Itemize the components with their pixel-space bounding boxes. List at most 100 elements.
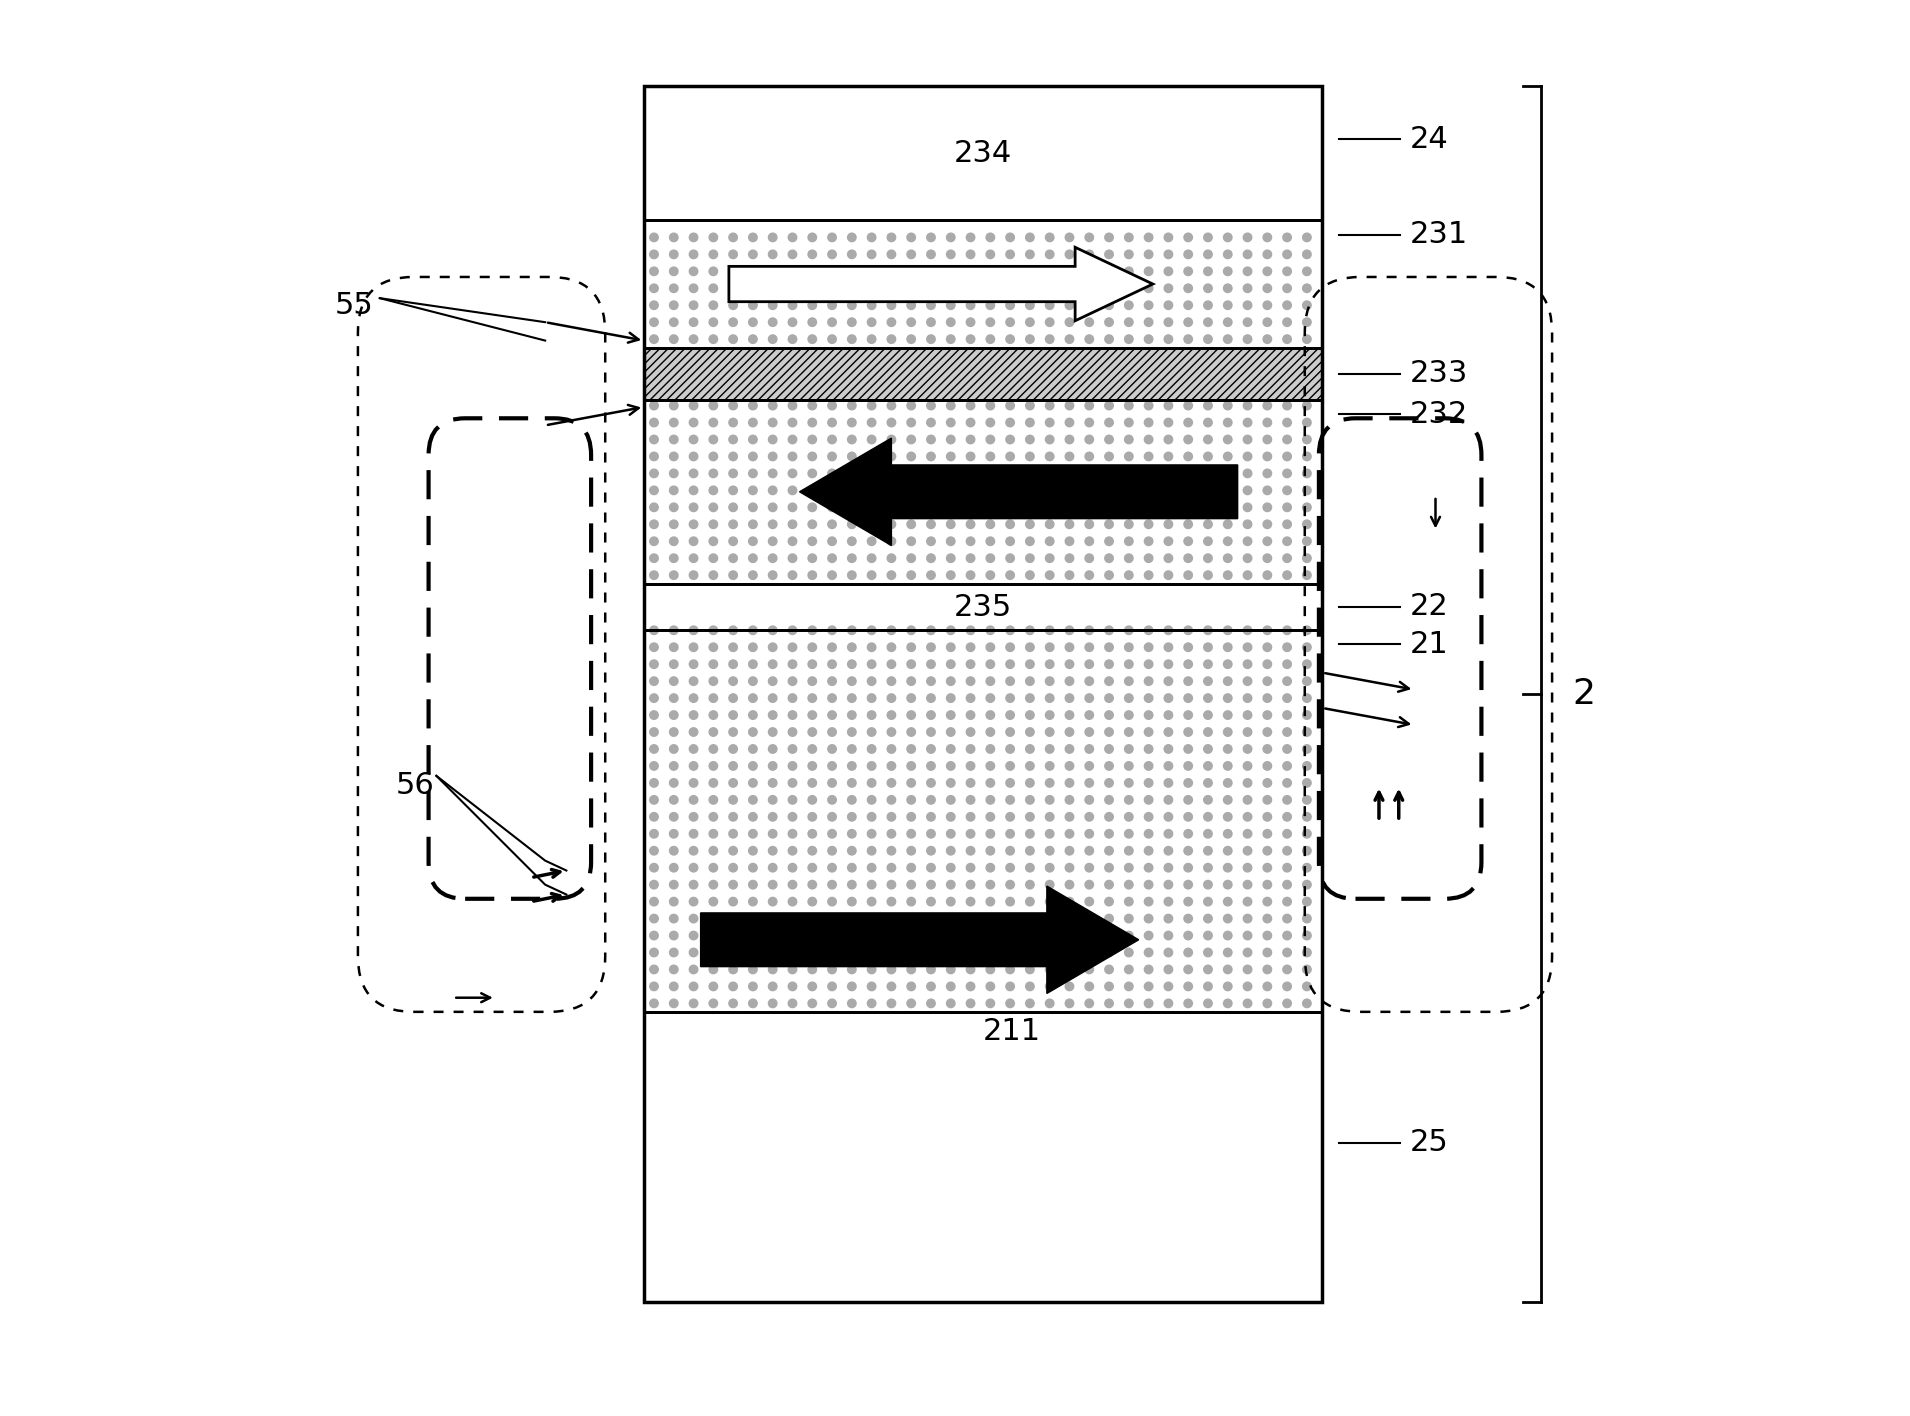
- Circle shape: [1125, 319, 1133, 327]
- Circle shape: [848, 677, 856, 685]
- Circle shape: [690, 796, 697, 804]
- Circle shape: [947, 660, 955, 668]
- Circle shape: [1224, 864, 1232, 872]
- Text: 55: 55: [334, 290, 374, 320]
- Circle shape: [1125, 796, 1133, 804]
- Circle shape: [827, 762, 837, 770]
- Circle shape: [690, 966, 697, 974]
- Circle shape: [1125, 520, 1133, 528]
- Circle shape: [827, 537, 837, 545]
- Circle shape: [690, 268, 697, 276]
- Circle shape: [886, 898, 896, 906]
- Circle shape: [926, 626, 936, 634]
- Circle shape: [730, 336, 737, 344]
- Circle shape: [1144, 711, 1154, 719]
- Circle shape: [649, 745, 659, 753]
- Circle shape: [1026, 864, 1033, 872]
- Circle shape: [1243, 983, 1251, 991]
- Circle shape: [749, 660, 756, 668]
- Circle shape: [926, 234, 936, 242]
- Circle shape: [1184, 660, 1192, 668]
- Circle shape: [808, 711, 816, 719]
- Circle shape: [986, 251, 995, 259]
- Circle shape: [1066, 626, 1073, 634]
- Circle shape: [768, 268, 777, 276]
- Circle shape: [690, 537, 697, 545]
- Circle shape: [709, 418, 718, 426]
- Circle shape: [749, 285, 756, 293]
- Circle shape: [808, 864, 816, 872]
- Circle shape: [749, 728, 756, 736]
- Circle shape: [926, 302, 936, 310]
- Circle shape: [886, 677, 896, 685]
- Circle shape: [768, 966, 777, 974]
- Circle shape: [1203, 234, 1213, 242]
- Circle shape: [867, 285, 877, 293]
- Circle shape: [1203, 660, 1213, 668]
- Circle shape: [1125, 234, 1133, 242]
- Circle shape: [827, 830, 837, 838]
- Circle shape: [1104, 796, 1114, 804]
- Circle shape: [947, 401, 955, 409]
- Circle shape: [886, 319, 896, 327]
- Circle shape: [926, 694, 936, 702]
- Circle shape: [1184, 745, 1192, 753]
- Circle shape: [966, 554, 974, 562]
- Circle shape: [1224, 554, 1232, 562]
- Circle shape: [690, 677, 697, 685]
- Circle shape: [1165, 537, 1173, 545]
- Circle shape: [947, 864, 955, 872]
- Circle shape: [1125, 268, 1133, 276]
- Circle shape: [670, 486, 678, 494]
- Circle shape: [789, 452, 796, 460]
- Circle shape: [808, 898, 816, 906]
- Circle shape: [907, 762, 915, 770]
- Circle shape: [730, 401, 737, 409]
- Circle shape: [926, 881, 936, 889]
- Circle shape: [1184, 486, 1192, 494]
- Circle shape: [670, 660, 678, 668]
- Circle shape: [986, 898, 995, 906]
- Circle shape: [1144, 949, 1154, 957]
- Circle shape: [827, 949, 837, 957]
- Circle shape: [670, 626, 678, 634]
- Circle shape: [808, 302, 816, 310]
- Circle shape: [1184, 285, 1192, 293]
- Circle shape: [848, 881, 856, 889]
- Circle shape: [1263, 881, 1272, 889]
- Circle shape: [1303, 694, 1310, 702]
- Circle shape: [1045, 503, 1054, 511]
- Circle shape: [926, 1000, 936, 1008]
- Circle shape: [649, 983, 659, 991]
- Circle shape: [1243, 319, 1251, 327]
- Circle shape: [1284, 520, 1291, 528]
- Circle shape: [848, 302, 856, 310]
- Circle shape: [1263, 1000, 1272, 1008]
- Circle shape: [1085, 660, 1094, 668]
- Circle shape: [1045, 864, 1054, 872]
- Circle shape: [1243, 830, 1251, 838]
- Circle shape: [1026, 745, 1033, 753]
- Circle shape: [827, 643, 837, 651]
- Circle shape: [907, 983, 915, 991]
- Circle shape: [768, 949, 777, 957]
- Circle shape: [1045, 949, 1054, 957]
- Circle shape: [1144, 285, 1154, 293]
- Circle shape: [1085, 469, 1094, 477]
- Circle shape: [1284, 660, 1291, 668]
- Circle shape: [1007, 711, 1014, 719]
- Circle shape: [789, 745, 796, 753]
- Circle shape: [749, 537, 756, 545]
- Circle shape: [907, 728, 915, 736]
- Circle shape: [1104, 915, 1114, 923]
- Circle shape: [827, 520, 837, 528]
- Circle shape: [907, 285, 915, 293]
- Circle shape: [768, 728, 777, 736]
- Circle shape: [730, 486, 737, 494]
- Circle shape: [1026, 520, 1033, 528]
- Circle shape: [808, 796, 816, 804]
- Circle shape: [730, 554, 737, 562]
- Circle shape: [947, 336, 955, 344]
- Circle shape: [1243, 677, 1251, 685]
- Circle shape: [1026, 336, 1033, 344]
